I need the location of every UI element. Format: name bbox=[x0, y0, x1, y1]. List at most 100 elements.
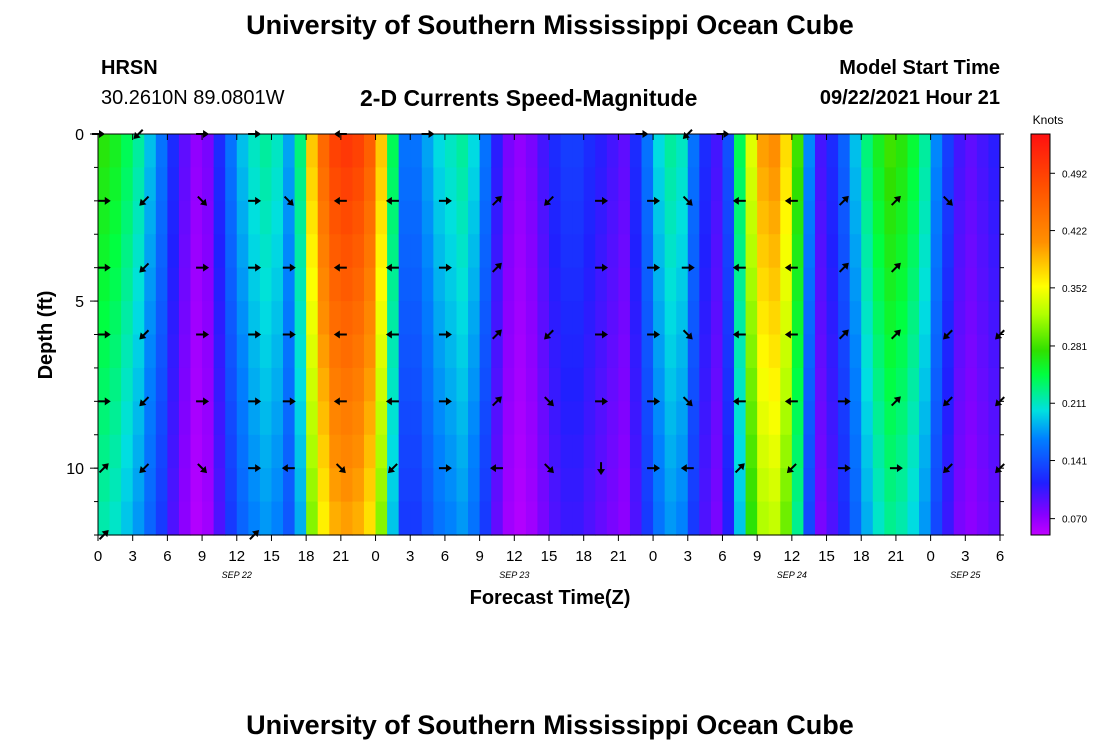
heat-cell bbox=[814, 367, 828, 402]
colorbar-tick-label: 0.211 bbox=[1062, 399, 1087, 410]
heat-cell bbox=[98, 434, 111, 469]
heat-cell bbox=[826, 367, 839, 402]
x-tick-label: 3 bbox=[406, 548, 414, 565]
heat-cell bbox=[121, 200, 134, 235]
heat-cell bbox=[953, 334, 966, 369]
heat-cell bbox=[479, 401, 492, 436]
heat-cell bbox=[942, 501, 955, 536]
heat-cell bbox=[814, 468, 828, 503]
current-arrow-head bbox=[893, 329, 901, 337]
heat-cell bbox=[560, 434, 573, 469]
heat-cell bbox=[468, 334, 481, 369]
heat-cell bbox=[317, 501, 330, 536]
heat-cell bbox=[352, 367, 365, 402]
heat-cell bbox=[514, 167, 527, 202]
heat-cell bbox=[410, 434, 423, 469]
heat-cell bbox=[456, 367, 469, 402]
heat-cell bbox=[271, 267, 284, 302]
heat-cell bbox=[826, 501, 839, 536]
heat-cell bbox=[618, 267, 631, 302]
heat-cell bbox=[988, 367, 1001, 402]
heat-cell bbox=[283, 334, 296, 369]
heat-cell bbox=[317, 468, 330, 503]
heat-cell bbox=[826, 401, 839, 436]
colorbar-tick-label: 0.070 bbox=[1062, 515, 1087, 526]
heat-cell bbox=[907, 334, 920, 369]
heat-cell bbox=[768, 200, 781, 235]
heat-cell bbox=[803, 301, 816, 336]
heat-cell bbox=[363, 200, 377, 235]
current-arrow-head bbox=[494, 396, 502, 404]
heat-cell bbox=[178, 167, 192, 202]
heat-cell bbox=[826, 468, 839, 503]
heat-cell bbox=[167, 468, 180, 503]
heat-cell bbox=[884, 468, 897, 503]
heat-cell bbox=[352, 167, 365, 202]
heat-cell bbox=[271, 468, 284, 503]
heat-cell bbox=[444, 167, 458, 202]
heat-cell bbox=[699, 367, 712, 402]
current-arrow-head bbox=[685, 198, 693, 206]
heat-cell bbox=[814, 167, 828, 202]
current-arrow bbox=[282, 397, 296, 406]
heat-cell bbox=[537, 434, 550, 469]
current-arrow-head bbox=[251, 530, 260, 538]
heat-cell bbox=[976, 367, 990, 402]
heat-cell bbox=[618, 167, 631, 202]
heat-cell bbox=[768, 334, 781, 369]
heat-cell bbox=[699, 468, 712, 503]
current-arrow bbox=[597, 462, 606, 476]
current-arrow bbox=[786, 463, 797, 474]
current-arrow bbox=[139, 396, 150, 407]
heat-cell bbox=[791, 367, 805, 402]
heat-cell bbox=[745, 301, 758, 336]
heat-cell bbox=[468, 267, 481, 302]
heat-cell bbox=[283, 434, 296, 469]
current-arrow bbox=[249, 530, 260, 540]
heat-cell bbox=[745, 401, 758, 436]
heat-cell bbox=[664, 234, 677, 269]
heat-cell bbox=[514, 401, 527, 436]
heat-cell bbox=[259, 134, 273, 169]
current-arrow bbox=[248, 397, 262, 406]
heat-cell bbox=[225, 367, 238, 402]
current-arrow bbox=[995, 463, 1005, 474]
heat-cell bbox=[502, 301, 515, 336]
heat-cell bbox=[618, 200, 631, 235]
heat-cell bbox=[433, 200, 446, 235]
current-arrow bbox=[492, 262, 502, 273]
heat-cell bbox=[340, 468, 354, 503]
heat-cell bbox=[306, 434, 319, 469]
current-arrow bbox=[544, 396, 554, 407]
heat-cell bbox=[919, 367, 932, 402]
current-arrow bbox=[197, 195, 208, 206]
heat-cell bbox=[167, 434, 180, 469]
current-arrow-head bbox=[494, 329, 502, 337]
heat-cell bbox=[306, 167, 319, 202]
heat-cell bbox=[155, 434, 168, 469]
heat-cell bbox=[965, 434, 978, 469]
heat-cell bbox=[144, 434, 157, 469]
current-arrow bbox=[97, 397, 111, 406]
current-arrow-head bbox=[995, 399, 1003, 407]
heat-cell bbox=[213, 367, 226, 402]
heat-cell bbox=[444, 301, 458, 336]
heat-cell bbox=[236, 367, 249, 402]
heat-cell bbox=[329, 234, 342, 269]
heat-cell bbox=[653, 200, 666, 235]
heat-cell bbox=[213, 468, 226, 503]
heat-cell bbox=[271, 434, 284, 469]
heat-cell bbox=[433, 434, 446, 469]
heat-cell bbox=[849, 334, 862, 369]
y-axis: 0 5 10 bbox=[66, 127, 1004, 536]
heat-cell bbox=[861, 334, 874, 369]
x-tick-label: 6 bbox=[996, 548, 1004, 565]
heat-cell bbox=[629, 434, 643, 469]
heat-cell bbox=[583, 134, 596, 169]
heat-cell bbox=[132, 167, 145, 202]
heat-cell bbox=[178, 301, 192, 336]
heat-cell bbox=[190, 334, 203, 369]
heat-cell bbox=[687, 200, 700, 235]
x-tick-label: 15 bbox=[263, 548, 280, 565]
heat-cell bbox=[283, 401, 296, 436]
